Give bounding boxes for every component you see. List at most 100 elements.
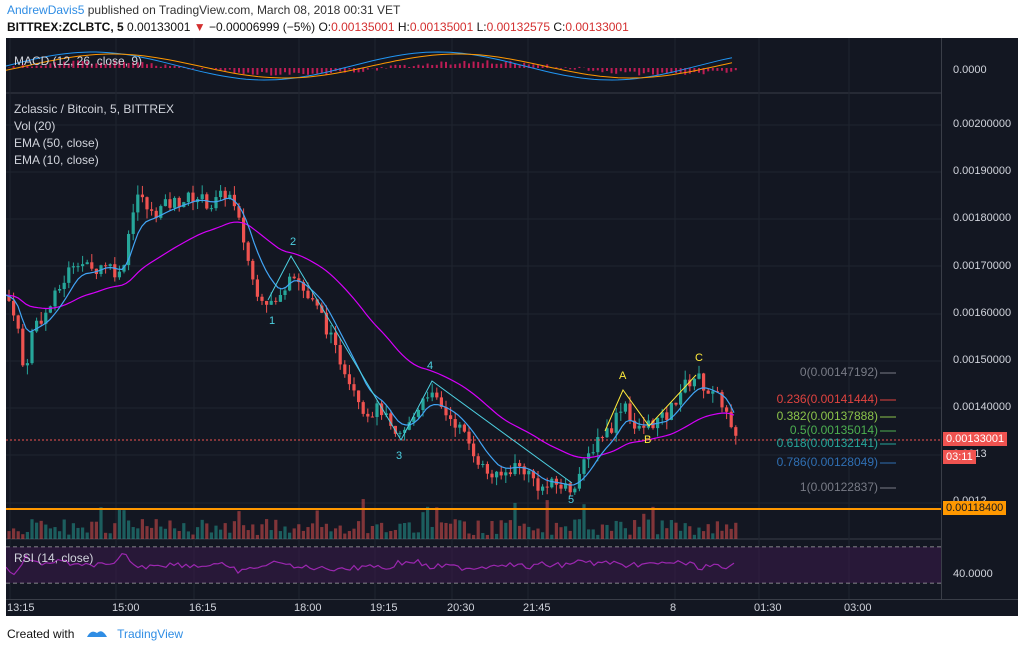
candle-body xyxy=(223,190,227,199)
macd-bar xyxy=(629,68,631,72)
volume-bar xyxy=(117,509,121,539)
macd-bar xyxy=(707,68,710,72)
candle-body xyxy=(140,194,144,198)
volume-bar xyxy=(136,528,140,539)
macd-bar xyxy=(366,68,369,70)
volume-bar xyxy=(683,523,687,539)
volume-label[interactable]: Vol (20) xyxy=(14,119,56,133)
candle-body xyxy=(706,390,710,394)
macd-bar xyxy=(670,68,673,73)
volume-bar xyxy=(554,522,558,539)
open-label: O: xyxy=(318,20,332,34)
volume-bar xyxy=(536,528,540,539)
volume-bar xyxy=(269,530,273,539)
candle-body xyxy=(476,456,480,465)
time-tick: 16:15 xyxy=(189,602,217,614)
volume-bar xyxy=(499,520,503,539)
elliott-wave-line[interactable] xyxy=(267,254,573,484)
macd-bar xyxy=(113,60,116,68)
macd-bar xyxy=(274,68,277,76)
macd-bar xyxy=(665,68,668,74)
macd-bar xyxy=(233,68,236,74)
candle-body xyxy=(485,464,489,474)
volume-bar xyxy=(518,525,522,539)
tradingview-logo-icon[interactable] xyxy=(86,627,108,642)
volume-bar xyxy=(679,530,683,539)
volume-bar xyxy=(697,527,701,539)
macd-bar xyxy=(468,63,470,68)
macd-bar xyxy=(316,68,319,74)
author-link[interactable]: AndrewDavis5 xyxy=(7,3,85,17)
macd-bar xyxy=(265,68,268,73)
fibonacci-lines[interactable] xyxy=(880,372,896,489)
macd-bar xyxy=(596,68,599,71)
candle-body xyxy=(531,470,535,479)
candle-body xyxy=(550,478,554,488)
volume-bar xyxy=(200,519,204,539)
time-axis[interactable]: 13:15 15:00 16:15 18:00 19:15 20:30 21:4… xyxy=(6,599,1018,616)
macd-bar xyxy=(504,61,507,68)
volume-bar xyxy=(656,534,660,539)
main-pane-title[interactable]: Zclassic / Bitcoin, 5, BITTREX xyxy=(14,102,175,116)
chart-canvas[interactable] xyxy=(6,38,1018,616)
volume-bar xyxy=(467,533,471,539)
candle-body xyxy=(582,459,586,474)
volume-bar xyxy=(596,534,600,539)
ema50-label[interactable]: EMA (50, close) xyxy=(14,136,99,150)
volume-bar xyxy=(426,506,430,539)
candles[interactable] xyxy=(7,185,738,500)
macd-bar xyxy=(652,68,654,75)
candle-body xyxy=(53,290,57,307)
macd-bar xyxy=(435,64,438,68)
candle-body xyxy=(251,260,255,280)
time-tick: 19:15 xyxy=(370,602,398,614)
chart-area[interactable]: MACD (12, 26, close, 9) Zclassic / Bitco… xyxy=(6,38,1018,616)
ema10-label[interactable]: EMA (10, close) xyxy=(14,153,99,167)
price-axis[interactable]: 0.0000 0.00200000 0.00190000 0.00180000 … xyxy=(941,38,1018,600)
volume-bar xyxy=(366,533,370,539)
volume-bar xyxy=(582,504,586,539)
candle-body xyxy=(173,197,177,208)
macd-bar xyxy=(104,64,107,68)
volume-bar xyxy=(127,520,131,539)
volume-bar xyxy=(274,519,278,539)
volume-bar xyxy=(660,520,664,539)
rsi-label[interactable]: RSI (14, close) xyxy=(14,551,94,565)
candle-body xyxy=(564,483,568,489)
candle-body xyxy=(499,471,503,476)
macd-bar xyxy=(403,64,406,68)
volume-bar xyxy=(76,527,80,539)
volume-bar xyxy=(219,529,223,539)
macd-bar xyxy=(481,63,484,68)
grid-lines xyxy=(6,38,941,599)
macd-bar xyxy=(251,68,254,75)
price-tick: 0.00150000 xyxy=(953,354,1012,366)
price-tick: 0.00180000 xyxy=(953,212,1012,224)
macd-bar xyxy=(343,68,346,73)
candle-body xyxy=(430,392,434,398)
volume-bar xyxy=(476,520,480,539)
volume-bar xyxy=(605,524,609,539)
macd-label[interactable]: MACD (12, 26, close, 9) xyxy=(14,54,143,68)
macd-bar xyxy=(219,68,222,71)
volume-bar xyxy=(94,521,98,539)
candle-body xyxy=(150,209,154,211)
candle-body xyxy=(646,420,650,428)
macd-bar xyxy=(606,68,608,71)
volume-bar xyxy=(113,523,117,539)
candle-body xyxy=(315,299,319,306)
volume-bar xyxy=(315,510,319,539)
macd-bar xyxy=(293,68,296,73)
volume-bar xyxy=(39,520,43,539)
macd-bar xyxy=(417,64,420,68)
macd-bar xyxy=(711,68,714,71)
candle-body xyxy=(343,364,347,375)
volume-bar xyxy=(131,527,135,539)
volume-bar xyxy=(361,499,365,539)
tradingview-link[interactable]: TradingView xyxy=(117,627,184,641)
abc-wave-line[interactable] xyxy=(604,374,697,432)
macd-bar xyxy=(284,68,286,73)
macd-bar xyxy=(633,68,636,72)
volume-bar xyxy=(398,523,402,539)
candle-body xyxy=(605,428,609,438)
